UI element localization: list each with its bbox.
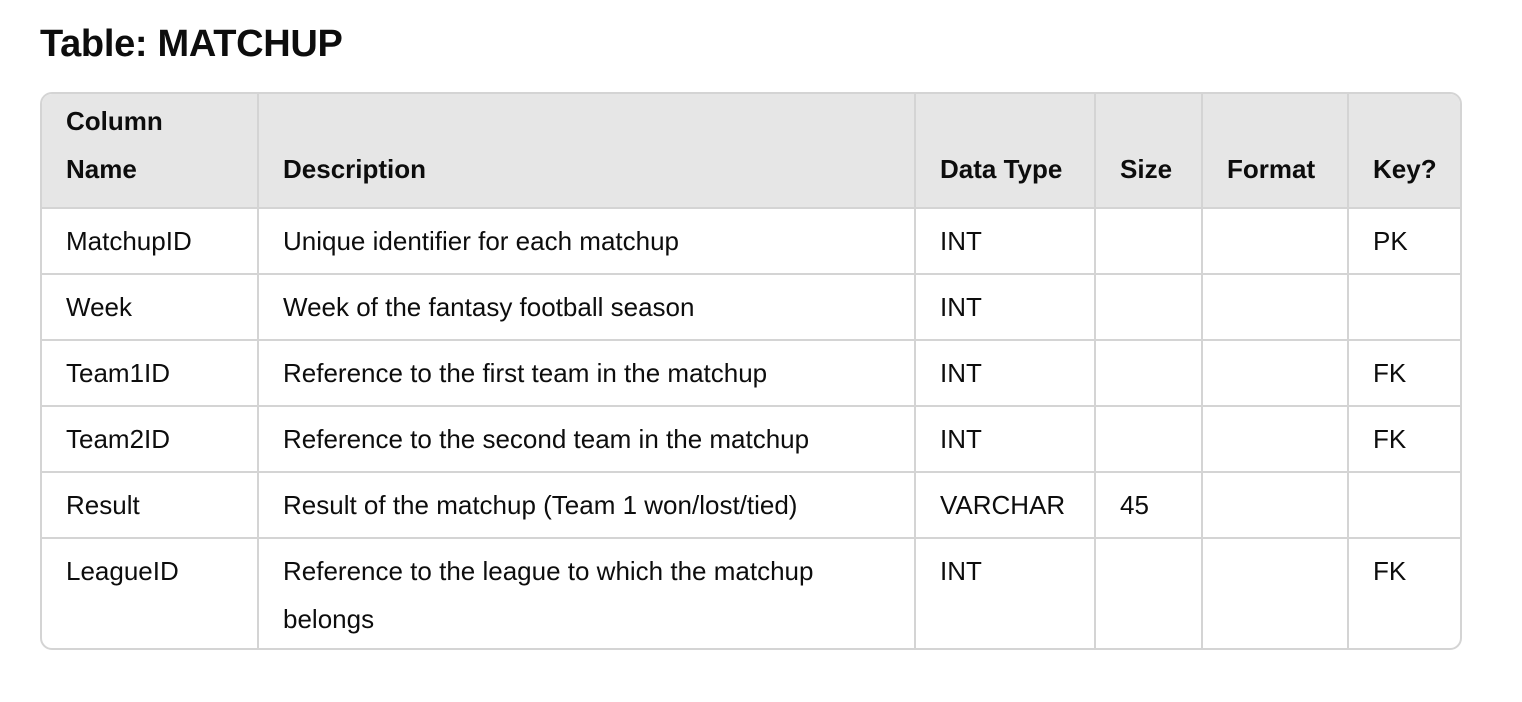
cell-description: Week of the fantasy football season: [258, 274, 916, 341]
cell-key: PK: [1348, 208, 1460, 275]
cell-description: Reference to the first team in the match…: [258, 340, 916, 407]
cell-data-type: INT: [915, 406, 1096, 473]
cell-data-type: INT: [915, 274, 1096, 341]
table-row: Team2ID Reference to the second team in …: [42, 406, 1460, 473]
header-size: Size: [1095, 94, 1203, 209]
cell-column-name: LeagueID: [42, 538, 259, 648]
page-title: Table: MATCHUP: [40, 23, 343, 65]
cell-description: Result of the matchup (Team 1 won/lost/t…: [258, 472, 916, 539]
header-description: Description: [258, 94, 916, 209]
cell-column-name: Team2ID: [42, 406, 259, 473]
cell-description: Unique identifier for each matchup: [258, 208, 916, 275]
cell-size: [1095, 340, 1203, 407]
table-row: Result Result of the matchup (Team 1 won…: [42, 472, 1460, 539]
table-header-row: Column Name Description Data Type Size F…: [42, 94, 1460, 209]
matchup-table: Column Name Description Data Type Size F…: [42, 94, 1460, 648]
cell-key: FK: [1348, 340, 1460, 407]
cell-column-name: Team1ID: [42, 340, 259, 407]
cell-key: FK: [1373, 556, 1407, 586]
cell-column-name: MatchupID: [42, 208, 259, 275]
header-column-name: Column Name: [42, 94, 259, 209]
cell-size: [1095, 538, 1203, 648]
cell-column-name: Week: [42, 274, 259, 341]
cell-size: [1095, 406, 1203, 473]
cell-key: [1348, 274, 1460, 341]
table-row: Team1ID Reference to the first team in t…: [42, 340, 1460, 407]
cell-format: [1202, 274, 1349, 341]
cell-data-type: VARCHAR: [915, 472, 1096, 539]
cell-format: [1202, 538, 1349, 648]
table-row: Week Week of the fantasy football season…: [42, 274, 1460, 341]
cell-data-type: INT: [915, 208, 1096, 275]
header-format: Format: [1202, 94, 1349, 209]
matchup-table-container: Column Name Description Data Type Size F…: [40, 92, 1462, 650]
header-data-type: Data Type: [915, 94, 1096, 209]
cell-size: 45: [1095, 472, 1203, 539]
cell-size: [1095, 208, 1203, 275]
cell-key: [1348, 472, 1460, 539]
table-row: LeagueID Reference to the league to whic…: [42, 538, 1460, 648]
cell-data-type: INT: [915, 340, 1096, 407]
cell-data-type: INT: [915, 538, 1096, 648]
cell-description: Reference to the second team in the matc…: [258, 406, 916, 473]
table-row: MatchupID Unique identifier for each mat…: [42, 208, 1460, 275]
cell-column-name: Result: [42, 472, 259, 539]
cell-format: [1202, 208, 1349, 275]
cell-description: Reference to the league to which the mat…: [258, 538, 916, 648]
cell-format: [1202, 340, 1349, 407]
cell-size: [1095, 274, 1203, 341]
cell-format: [1202, 406, 1349, 473]
cell-key: FK: [1348, 406, 1460, 473]
header-key: Key?: [1348, 94, 1460, 209]
cell-format: [1202, 472, 1349, 539]
